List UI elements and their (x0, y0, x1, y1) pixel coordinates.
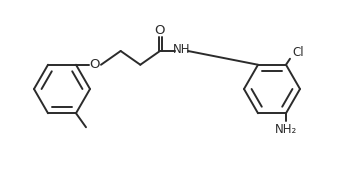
Text: NH: NH (173, 43, 191, 56)
Text: O: O (155, 25, 165, 37)
Text: Cl: Cl (292, 46, 304, 59)
Text: O: O (89, 58, 99, 71)
Text: NH₂: NH₂ (275, 123, 297, 136)
